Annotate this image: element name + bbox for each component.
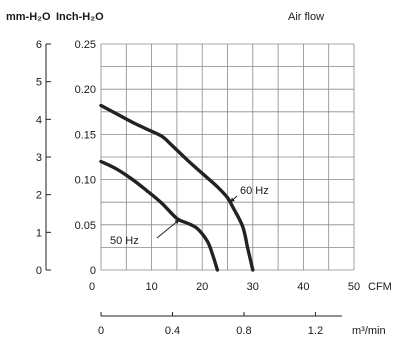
m3min-tick-label: 0 — [98, 325, 104, 337]
mm-tick-label: 6 — [36, 39, 42, 51]
inch-tick-label: 0.25 — [75, 39, 96, 51]
annotation-label: 50 Hz — [110, 235, 139, 247]
inch-tick-label: 0.05 — [75, 220, 96, 232]
annotation-leader — [156, 219, 180, 239]
mm-tick-label: 1 — [36, 227, 42, 239]
m3min-tick-label: 0.8 — [236, 325, 251, 337]
cfm-tick-label: 0 — [89, 281, 95, 293]
tick-labels: 0 1 2 3 4 5 6 0 0.05 0.10 0.15 0.20 0.25 0 10 20 30 40 50 0… — [36, 39, 360, 337]
series-line-50-hz — [99, 159, 220, 272]
cfm-tick-label: 20 — [196, 281, 208, 293]
cfm-axis-unit: CFM — [368, 281, 392, 293]
cfm-tick-label: 10 — [145, 281, 157, 293]
m3min-tick-label: 1.2 — [308, 325, 323, 337]
annotation-label: 60 Hz — [240, 185, 269, 197]
m3min-tick-label: 0.4 — [165, 325, 180, 337]
cfm-tick-label: 50 — [348, 281, 360, 293]
inch-tick-label: 0.20 — [75, 84, 96, 96]
mm-tick-label: 0 — [36, 265, 42, 277]
annotation-arrowhead — [174, 219, 180, 225]
annotation-arrowhead — [230, 197, 235, 203]
inch-tick-label: 0.15 — [75, 129, 96, 141]
mm-tick-label: 3 — [36, 152, 42, 164]
series-lines — [99, 103, 255, 272]
inch-axis-title: Inch-H₂O — [56, 11, 104, 23]
cfm-tick-label: 30 — [247, 281, 259, 293]
cfm-tick-label: 40 — [297, 281, 309, 293]
inch-tick-label: 0.10 — [75, 175, 96, 187]
grid-lines — [100, 43, 355, 271]
axes — [45, 43, 342, 317]
inch-tick-label: 0 — [90, 265, 96, 277]
mm-tick-label: 4 — [36, 114, 42, 126]
mm-tick-label: 2 — [36, 190, 42, 202]
series-line-60-hz — [99, 103, 255, 272]
chart-title: Air flow — [288, 11, 324, 23]
mm-axis-title: mm-H₂O — [6, 11, 51, 23]
mm-tick-label: 5 — [36, 77, 42, 89]
annotations: 60 Hz 50 Hz — [110, 185, 269, 247]
m3min-axis-unit: m³/min — [352, 325, 386, 337]
